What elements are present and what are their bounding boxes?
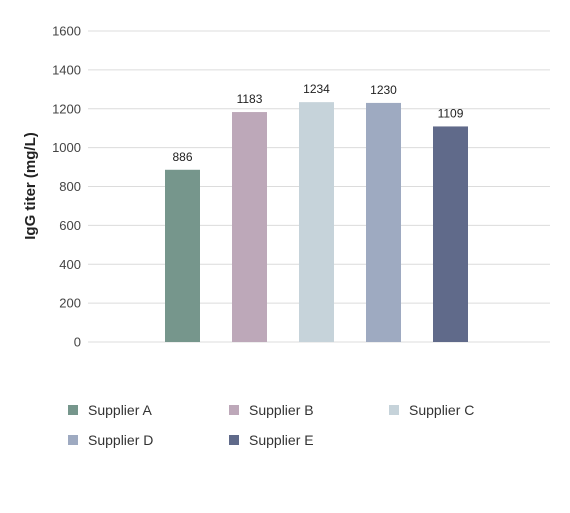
data-labels: 886 1183 1234 1230 1109 — [172, 82, 463, 164]
y-tick-label: 800 — [59, 179, 81, 194]
legend-swatch — [229, 435, 239, 445]
legend-item: Supplier E — [229, 428, 314, 452]
bar-supplier-b — [232, 112, 267, 342]
legend-item: Supplier B — [229, 398, 314, 422]
legend-label: Supplier C — [409, 402, 475, 418]
legend-item: Supplier A — [68, 398, 152, 422]
legend-label: Supplier B — [249, 402, 314, 418]
legend-swatch — [229, 405, 239, 415]
bars — [165, 102, 468, 342]
y-tick-label: 600 — [59, 218, 81, 233]
bar-supplier-d — [366, 102, 401, 342]
y-tick-label: 400 — [59, 257, 81, 272]
bar-supplier-a — [165, 169, 200, 342]
legend-label: Supplier D — [88, 432, 154, 448]
data-label: 886 — [172, 150, 192, 164]
legend-label: Supplier E — [249, 432, 314, 448]
y-tick-label: 1400 — [52, 62, 81, 77]
bar-chart: 0 200 400 600 800 1000 1200 1400 1600 886 1183 123… — [22, 24, 550, 350]
data-label: 1109 — [438, 106, 464, 120]
legend-swatch — [68, 405, 78, 415]
y-tick-label: 1000 — [52, 140, 81, 155]
legend-swatch — [68, 435, 78, 445]
data-label: 1230 — [370, 83, 397, 97]
legend-item: Supplier D — [68, 428, 153, 452]
data-label: 1234 — [303, 82, 330, 96]
y-tick-label: 1600 — [52, 24, 81, 39]
y-tick-label: 0 — [74, 335, 81, 350]
y-tick-label: 200 — [59, 296, 81, 311]
y-axis-label: IgG titer (mg/L) — [22, 132, 39, 240]
bar-supplier-c — [299, 102, 334, 342]
y-tick-label: 1200 — [52, 101, 81, 116]
y-axis-ticks: 0 200 400 600 800 1000 1200 1400 1600 — [52, 24, 81, 350]
bar-supplier-e — [433, 126, 468, 342]
legend-swatch — [389, 405, 399, 415]
legend-label: Supplier A — [88, 402, 152, 418]
legend-item: Supplier C — [389, 398, 474, 422]
data-label: 1183 — [237, 92, 263, 106]
